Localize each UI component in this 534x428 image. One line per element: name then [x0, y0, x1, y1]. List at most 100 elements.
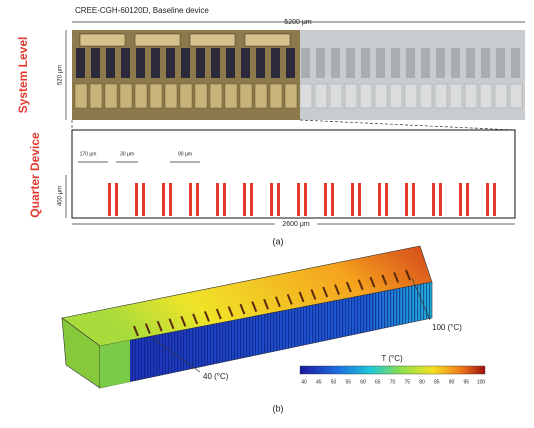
cell	[450, 84, 462, 108]
finger	[358, 183, 361, 216]
quarter-box	[72, 130, 515, 218]
finger	[142, 183, 145, 216]
dim-label: 5200 μm	[284, 19, 312, 26]
finger	[169, 183, 172, 216]
colorbar-tick: 65	[375, 379, 381, 385]
cell	[136, 48, 145, 78]
row-label: System Level	[16, 37, 30, 114]
finger	[432, 183, 435, 216]
colorbar-tick: 50	[331, 379, 337, 385]
colorbar-tick: 80	[419, 379, 425, 385]
colorbar-tick: 45	[316, 379, 322, 385]
device-title: CREE-CGH-60120D, Baseline device	[75, 6, 209, 15]
finger	[304, 183, 307, 216]
cell	[166, 48, 175, 78]
finger	[223, 183, 226, 216]
cell	[436, 48, 445, 78]
cell	[241, 48, 250, 78]
colorbar-tick: 75	[404, 379, 410, 385]
cell	[75, 84, 87, 108]
cell	[285, 84, 297, 108]
finger	[189, 183, 192, 216]
pad	[80, 34, 125, 46]
pad	[135, 34, 180, 46]
finger	[277, 183, 280, 216]
cell	[421, 48, 430, 78]
cell	[495, 84, 507, 108]
cell	[376, 48, 385, 78]
cell	[361, 48, 370, 78]
finger	[493, 183, 496, 216]
cell	[121, 48, 130, 78]
cell	[405, 84, 417, 108]
cell	[390, 84, 402, 108]
colorbar-tick: 85	[434, 379, 440, 385]
cell	[346, 48, 355, 78]
cell	[331, 48, 340, 78]
finger	[115, 183, 118, 216]
cell	[391, 48, 400, 78]
cell	[181, 48, 190, 78]
cell	[211, 48, 220, 78]
dim-label: 400 μm	[58, 186, 64, 206]
finger	[216, 183, 219, 216]
zoom-line	[300, 120, 515, 130]
cell	[90, 84, 102, 108]
finger	[243, 183, 246, 216]
finger	[135, 183, 138, 216]
colorbar-tick: 90	[449, 379, 455, 385]
finger	[466, 183, 469, 216]
figure: CREE-CGH-60120D, Baseline device 5200 μm…	[0, 0, 534, 423]
finger	[459, 183, 462, 216]
cell	[240, 84, 252, 108]
colorbar-tick: 55	[345, 379, 351, 385]
cell	[150, 84, 162, 108]
cell	[481, 48, 490, 78]
pad	[190, 34, 235, 46]
cell	[226, 48, 235, 78]
cell	[406, 48, 415, 78]
colorbar-tick: 60	[360, 379, 366, 385]
dim-label: 170 μm	[80, 151, 97, 157]
cell	[511, 48, 520, 78]
cell	[196, 48, 205, 78]
finger	[439, 183, 442, 216]
cell	[510, 84, 522, 108]
colorbar-tick: 95	[463, 379, 469, 385]
colorbar-tick: 70	[390, 379, 396, 385]
cell	[76, 48, 85, 78]
finger	[412, 183, 415, 216]
finger	[196, 183, 199, 216]
dim-label: 30 μm	[120, 151, 134, 157]
finger	[405, 183, 408, 216]
cell	[256, 48, 265, 78]
cell	[451, 48, 460, 78]
cell	[375, 84, 387, 108]
cell	[151, 48, 160, 78]
cell	[315, 84, 327, 108]
cell	[180, 84, 192, 108]
cell	[270, 84, 282, 108]
cell	[106, 48, 115, 78]
cell	[255, 84, 267, 108]
dim-label: 90 μm	[178, 151, 192, 157]
finger	[108, 183, 111, 216]
cell	[225, 84, 237, 108]
finger	[378, 183, 381, 216]
hot-label: 100 (°C)	[432, 323, 462, 332]
cell	[165, 84, 177, 108]
colorbar-tick: 40	[301, 379, 307, 385]
cell	[435, 84, 447, 108]
finger	[324, 183, 327, 216]
cell	[496, 48, 505, 78]
colorbar	[300, 366, 485, 374]
caption: (a)	[273, 236, 284, 246]
pad	[245, 34, 290, 46]
cell	[195, 84, 207, 108]
cell	[420, 84, 432, 108]
finger	[351, 183, 354, 216]
cell	[466, 48, 475, 78]
cell	[316, 48, 325, 78]
caption: (b)	[273, 403, 284, 413]
cell	[135, 84, 147, 108]
